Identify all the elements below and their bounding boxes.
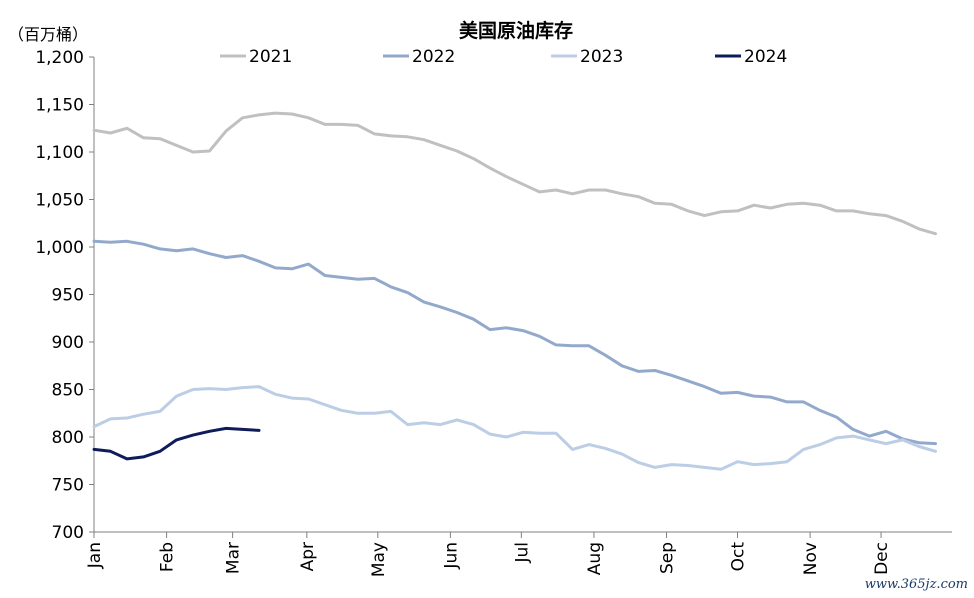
x-tick-label: Oct (729, 542, 749, 572)
series-lines (92, 111, 937, 471)
y-tick-label: 1,000 (35, 238, 84, 258)
watermark-text: www.365jz.com (865, 577, 968, 592)
y-axis-unit: （百万桶） (8, 25, 88, 44)
y-tick-label: 750 (52, 476, 84, 496)
legend-label-2023: 2023 (580, 47, 623, 67)
y-tick-label: 1,050 (35, 191, 84, 211)
x-axis: Jan Feb Mar Apr May Jun Jul Aug Sep Oct Nov Dec (85, 531, 952, 577)
y-tick-label: 950 (52, 286, 84, 306)
x-tick-label: Jan (85, 542, 105, 569)
x-tick-label: Jun (441, 542, 461, 570)
x-tick-label: Jul (512, 542, 532, 564)
series-line-2021 (92, 111, 937, 236)
x-tick-label: Apr (298, 542, 318, 571)
series-line-2022 (92, 239, 937, 446)
x-tick-label: Aug (585, 542, 605, 575)
y-tick-label: 1,150 (35, 96, 84, 116)
series-line-2024 (92, 426, 261, 461)
x-tick-label: Sep (658, 542, 678, 574)
legend-label-2022: 2022 (412, 47, 455, 67)
legend: 2021 2022 2023 2024 (220, 47, 787, 67)
chart-title: 美国原油库存 (459, 19, 573, 42)
x-tick-label: Nov (801, 542, 821, 575)
x-tick-label: May (369, 542, 389, 577)
y-tick-label: 1,200 (35, 48, 84, 68)
legend-label-2024: 2024 (744, 47, 787, 67)
x-tick-label: Mar (224, 542, 244, 574)
y-tick-label: 850 (52, 381, 84, 401)
y-axis: 700 750 800 850 900 950 1,000 1,050 1,100 1,150 1,… (35, 48, 95, 543)
x-tick-label: Feb (158, 542, 178, 572)
y-tick-label: 900 (52, 333, 84, 353)
y-tick-label: 700 (52, 523, 84, 543)
y-tick-label: 800 (52, 428, 84, 448)
y-tick-label: 1,100 (35, 143, 84, 163)
x-tick-label: Dec (872, 542, 892, 575)
legend-label-2021: 2021 (249, 47, 292, 67)
series-line-2023 (92, 385, 937, 471)
